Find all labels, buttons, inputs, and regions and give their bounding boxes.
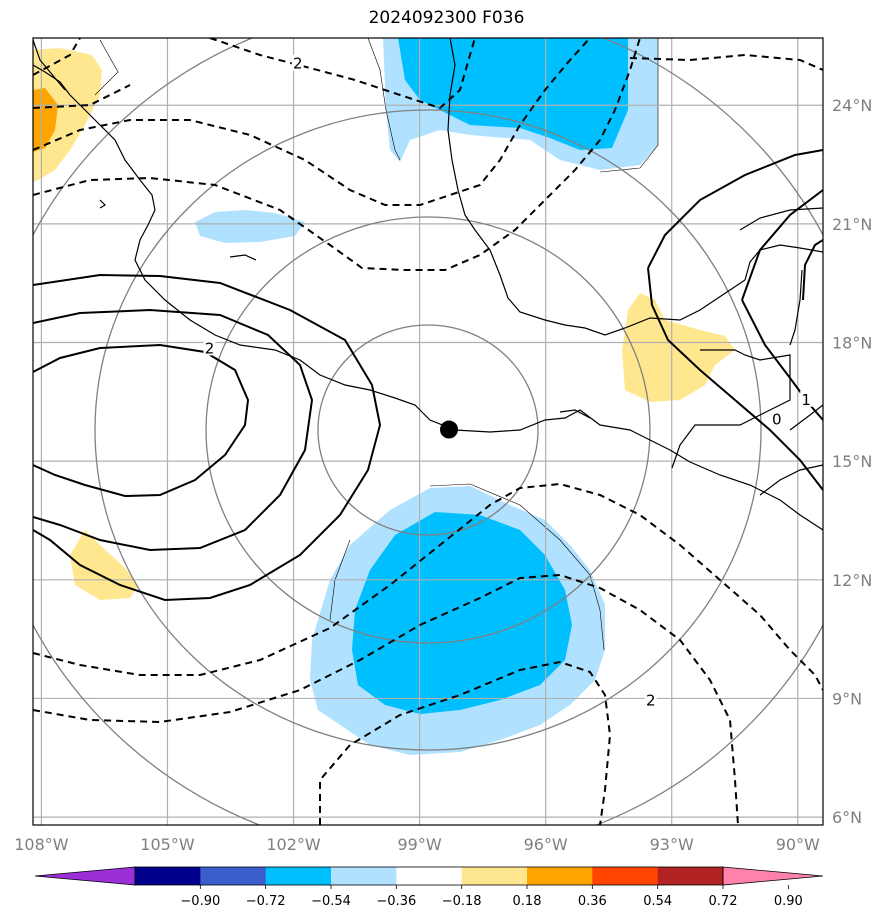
contour-label-bg xyxy=(291,54,304,71)
coastline-east xyxy=(739,207,823,231)
colorbar: −0.90 −0.72 −0.54 −0.36 −0.18 0.18 0.36 0.54 0.7… xyxy=(34,866,824,909)
longitude-tick-label: 90°W xyxy=(776,835,820,854)
colorbar-swatch xyxy=(331,867,397,885)
range-ring-2 xyxy=(205,216,651,644)
colorbar-tick-label: −0.72 xyxy=(246,894,286,909)
dashed-contours xyxy=(33,38,823,825)
longitude-tick-label: 96°W xyxy=(524,835,568,854)
contour-labels: 2 2 2 1 0 xyxy=(203,54,813,709)
contour-label: 2 xyxy=(205,339,215,357)
colorbar-tick-label: 0.36 xyxy=(578,894,607,909)
contour-label-bg xyxy=(644,691,657,708)
shade-yellow-northwest xyxy=(33,48,102,182)
contour-solid-2 xyxy=(33,308,314,552)
latitude-tick-label: 6°N xyxy=(832,808,862,827)
latitude-labels: 6°N 9°N 12°N 15°N 18°N 21°N 24°N xyxy=(832,96,872,827)
contour-solid-6 xyxy=(741,189,823,301)
graticule xyxy=(33,38,823,825)
colorbar-tick-label: 0.18 xyxy=(513,894,542,909)
colorbar-tick-label: −0.54 xyxy=(311,894,351,909)
contour-dashed-3 xyxy=(33,38,81,76)
contour-label: 2 xyxy=(646,691,656,709)
range-rings xyxy=(33,38,823,825)
longitude-tick-label: 93°W xyxy=(650,835,694,854)
coastline-gulf xyxy=(447,38,746,336)
coastline-central-am xyxy=(649,439,823,531)
border-honduras xyxy=(759,464,823,496)
shade-deep-blue-south xyxy=(352,512,572,714)
contour-label: 1 xyxy=(801,391,811,409)
colorbar-tick-label: 0.54 xyxy=(643,894,672,909)
coastline-baja xyxy=(33,39,66,91)
contour-dashed-7 xyxy=(33,573,739,825)
contour-label-bg xyxy=(203,339,216,356)
shade-orange-northwest xyxy=(33,88,58,152)
contour-solid-3 xyxy=(33,273,382,602)
contour-dashed-1 xyxy=(33,38,591,206)
border-east-2 xyxy=(789,404,823,431)
colorbar-tick-label: −0.36 xyxy=(376,894,416,909)
contour-dashed-5 xyxy=(33,84,131,109)
map-title: 2024092300 F036 xyxy=(368,8,525,28)
solid-contours xyxy=(33,149,823,602)
contour-label-bg xyxy=(800,390,813,407)
range-ring-1 xyxy=(317,324,539,536)
shade-deep-blue-north xyxy=(398,38,628,150)
longitude-tick-label: 105°W xyxy=(140,835,195,854)
latitude-tick-label: 9°N xyxy=(832,689,862,708)
latitude-tick-label: 18°N xyxy=(832,334,872,353)
colorbar-extend-low xyxy=(34,866,136,886)
colorbar-swatch xyxy=(592,867,659,885)
border-guatemala xyxy=(671,349,791,469)
contour-label-bg xyxy=(770,410,783,427)
longitude-labels: 108°W 105°W 102°W 99°W 96°W 93°W 90°W xyxy=(14,835,820,854)
latitude-tick-label: 24°N xyxy=(832,96,872,115)
coastline-belize xyxy=(789,269,803,346)
colorbar-frame xyxy=(134,866,724,886)
longitude-tick-label: 102°W xyxy=(266,835,321,854)
colorbar-swatch xyxy=(657,867,724,885)
contour-solid-5 xyxy=(647,267,823,491)
longitude-tick-label: 99°W xyxy=(398,835,442,854)
colorbar-swatch xyxy=(396,867,463,885)
storm-center-marker xyxy=(440,420,459,439)
colorbar-swatch xyxy=(265,867,332,885)
shade-light-blue-small xyxy=(195,210,305,243)
colorbar-tick-label: −0.90 xyxy=(180,894,220,909)
contour-solid-7 xyxy=(741,299,823,421)
contour-solid-1 xyxy=(33,343,250,498)
coastlines xyxy=(33,38,823,531)
coastline-yucatan xyxy=(744,244,823,281)
colorbar-tick-label: −0.18 xyxy=(442,894,482,909)
shade-yellow-southwest xyxy=(70,530,138,600)
longitude-tick-label: 108°W xyxy=(14,835,69,854)
shaded-areas xyxy=(33,38,735,755)
contour-solid-4 xyxy=(647,149,823,269)
latitude-tick-label: 15°N xyxy=(832,452,872,471)
colorbar-extend-high xyxy=(722,866,824,886)
range-ring-3 xyxy=(94,109,762,751)
latitude-tick-label: 21°N xyxy=(832,215,872,234)
colorbar-swatch xyxy=(527,867,593,885)
latitude-tick-label: 12°N xyxy=(832,571,872,590)
map-frame xyxy=(32,37,824,826)
colorbar-tick-label: 0.90 xyxy=(774,894,803,909)
colorbar-swatch xyxy=(135,867,201,885)
coastline-pacific xyxy=(33,64,651,441)
contour-dashed-2 xyxy=(33,38,641,271)
colorbar-swatch xyxy=(461,867,528,885)
colorbar-tick-label: 0.72 xyxy=(709,894,738,909)
contour-dashed-9 xyxy=(629,53,823,71)
contour-dashed-4 xyxy=(209,38,476,110)
contour-dashed-6 xyxy=(33,482,823,691)
contour-solid-8 xyxy=(802,239,823,301)
contour-label: 0 xyxy=(772,411,782,429)
colorbar-swatch xyxy=(200,867,267,885)
contour-label: 2 xyxy=(293,55,303,73)
